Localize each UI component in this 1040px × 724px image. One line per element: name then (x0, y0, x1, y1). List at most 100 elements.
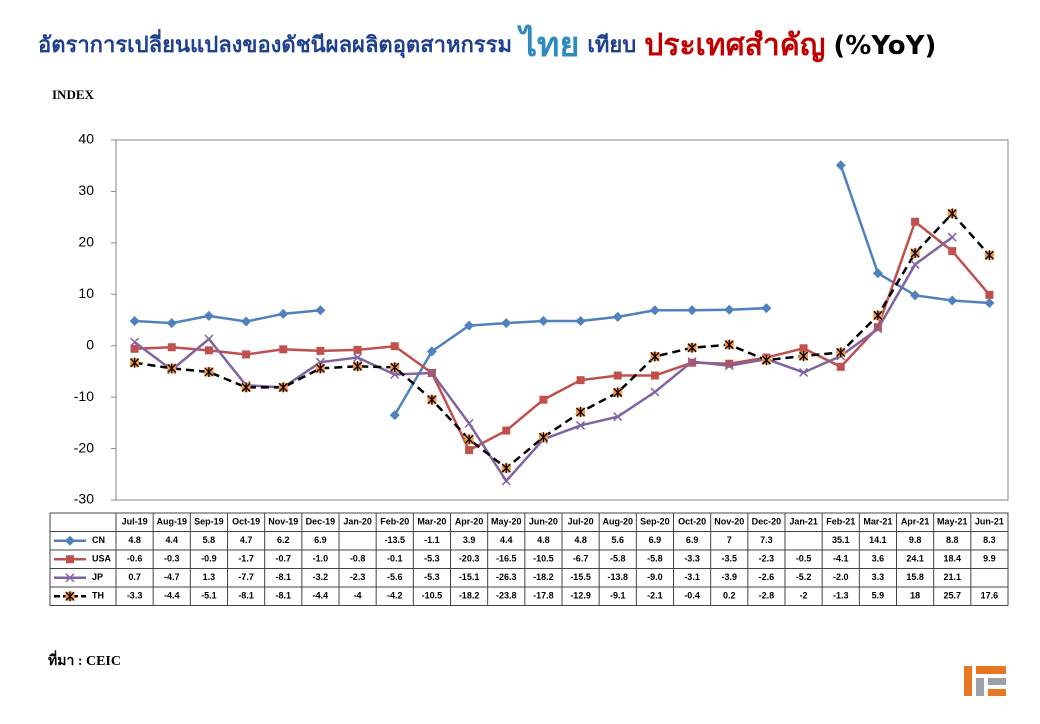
table-cell: 17.6 (981, 591, 999, 601)
table-cell: -5.3 (424, 554, 440, 564)
x-tick-label: Jan-21 (789, 517, 818, 527)
table-cell: -0.7 (275, 554, 291, 564)
point (203, 310, 214, 321)
point (947, 232, 957, 242)
point (427, 368, 437, 378)
point (241, 382, 251, 393)
point (316, 346, 325, 355)
point (538, 316, 549, 327)
legend-label: JP (92, 572, 103, 582)
point (724, 304, 735, 315)
table-cell: -16.5 (496, 554, 517, 564)
point (761, 303, 772, 314)
x-tick-label: Dec-19 (306, 517, 336, 527)
table-cell: 4.8 (128, 535, 141, 545)
point (799, 344, 808, 353)
marker-star (65, 591, 75, 602)
table-cell: -9.1 (610, 591, 626, 601)
table-cell: -2.8 (759, 591, 775, 601)
marker-star (576, 407, 586, 418)
marker-star (984, 250, 994, 261)
table-cell: -10.5 (533, 554, 554, 564)
y-tick-label: 10 (78, 285, 94, 301)
table-cell: -3.5 (721, 554, 737, 564)
point (353, 361, 363, 372)
x-tick-label: Aug-20 (602, 517, 633, 527)
point (390, 362, 400, 373)
table-cell: -4.4 (164, 591, 180, 601)
table-cell: 5.9 (872, 591, 885, 601)
table-cell: -2.3 (350, 572, 366, 582)
y-tick-label: -30 (74, 491, 94, 507)
point (66, 555, 74, 564)
y-axis-label: INDEX (52, 87, 95, 102)
table-cell: -4.1 (833, 554, 849, 564)
table-cell: -0.6 (127, 554, 143, 564)
point (426, 346, 437, 357)
point (576, 420, 586, 430)
table-cell: 0.7 (128, 572, 141, 582)
point (910, 259, 920, 269)
table-cell: -3.3 (127, 591, 143, 601)
table-cell: -7.7 (238, 572, 254, 582)
point (687, 342, 697, 353)
table-cell: 7.3 (760, 535, 773, 545)
point (464, 320, 475, 331)
table-cell: -2 (800, 591, 808, 601)
table-cell: -4.7 (164, 572, 180, 582)
table-cell: 7 (727, 535, 732, 545)
marker-star (353, 361, 363, 372)
table-cell: -4.2 (387, 591, 403, 601)
point (799, 367, 809, 377)
x-tick-label: Jan-20 (343, 517, 372, 527)
marker-star (130, 357, 140, 368)
marker-star (464, 434, 474, 445)
x-tick-label: Aug-19 (156, 517, 187, 527)
point (130, 344, 139, 353)
table-cell: -1.1 (424, 535, 440, 545)
point (538, 432, 548, 443)
table-cell: 3.3 (872, 572, 885, 582)
point (911, 217, 920, 226)
y-tick-label: 40 (78, 131, 94, 147)
point (501, 318, 512, 329)
point (724, 361, 734, 371)
point (315, 305, 326, 316)
point (65, 535, 75, 546)
point (649, 305, 660, 316)
table-cell: 4.8 (574, 535, 587, 545)
table-cell: -18.2 (459, 591, 480, 601)
point (873, 324, 883, 334)
table-cell: 4.7 (240, 535, 253, 545)
table-cell: -5.8 (610, 554, 626, 564)
table-cell: 8.8 (946, 535, 959, 545)
table-cell: 14.1 (869, 535, 887, 545)
y-tick-label: -20 (74, 439, 94, 455)
point (650, 387, 660, 397)
point (464, 434, 474, 445)
table-cell: -10.5 (422, 591, 443, 601)
table-cell: -2.6 (759, 572, 775, 582)
table-cell: -1.0 (313, 554, 329, 564)
table-cell: -3.9 (721, 572, 737, 582)
table-cell: -5.2 (796, 572, 812, 582)
table-cell: -4 (354, 591, 362, 601)
point (278, 308, 289, 319)
point (130, 337, 140, 347)
table-cell: -12.9 (570, 591, 591, 601)
logo (964, 666, 1006, 696)
table-cell: -6.7 (573, 554, 589, 564)
point (130, 357, 140, 368)
x-tick-label: Jun-21 (975, 517, 1004, 527)
marker-star (538, 432, 548, 443)
point (836, 347, 846, 358)
table-cell: -8.1 (238, 591, 254, 601)
x-tick-label: Mar-20 (417, 517, 446, 527)
point (278, 382, 288, 393)
table-cell: 18 (910, 591, 920, 601)
point (687, 305, 698, 316)
table-cell: -0.5 (796, 554, 812, 564)
point (204, 334, 214, 344)
point (353, 345, 362, 354)
